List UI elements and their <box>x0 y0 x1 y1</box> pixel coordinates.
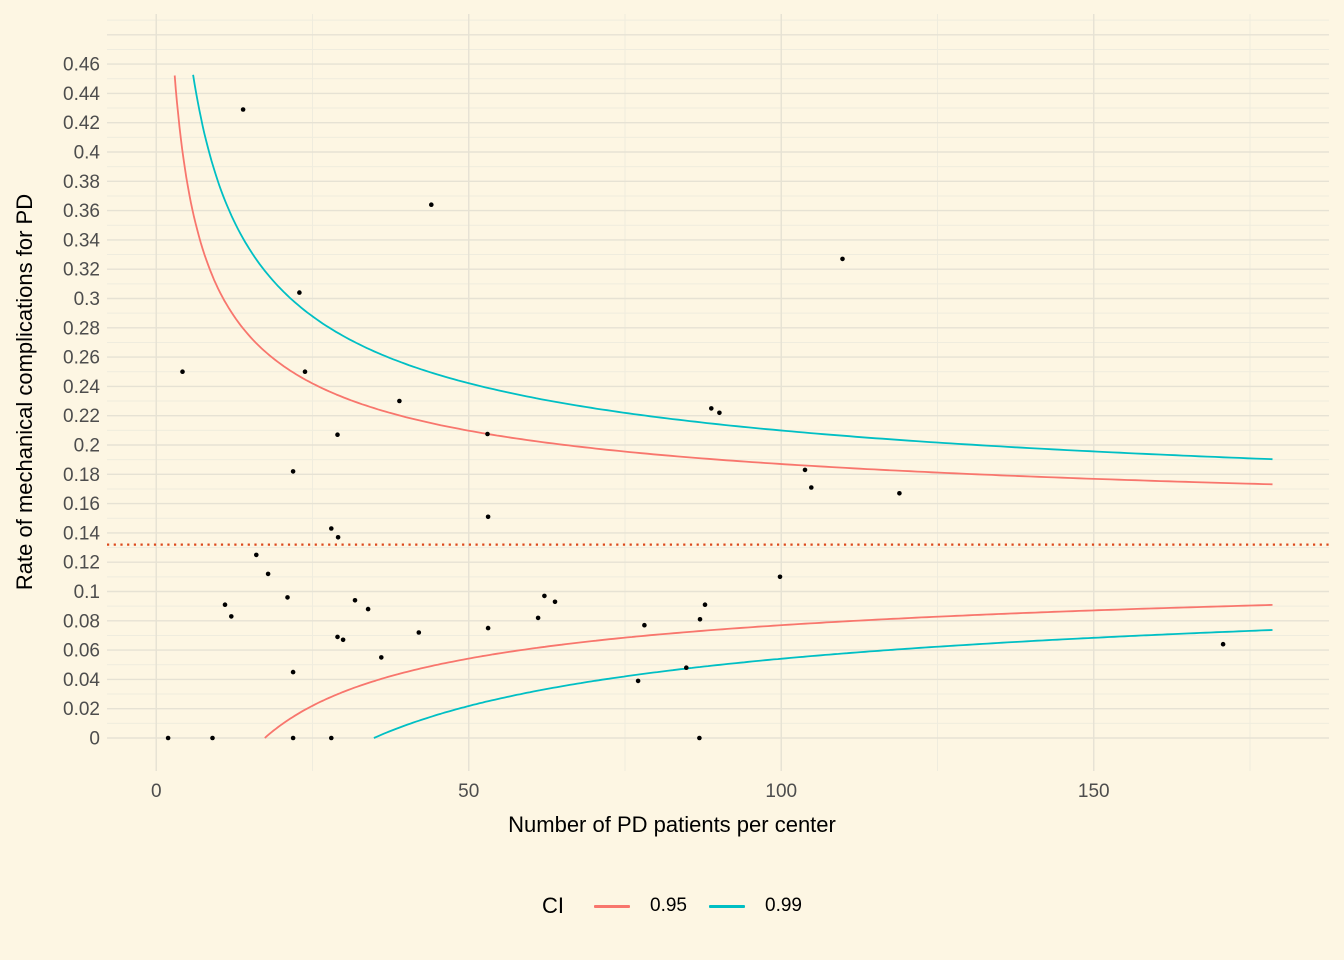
y-tick-label: 0.18 <box>63 465 100 486</box>
data-point <box>635 678 641 684</box>
data-points <box>165 107 1226 741</box>
y-tick-label: 0.1 <box>74 582 100 603</box>
ci-curve-0.95 <box>173 75 1273 739</box>
x-tick-labels: 0 50 100 150 <box>151 781 1110 802</box>
data-point <box>335 634 340 640</box>
y-tick-label: 0.12 <box>63 553 100 574</box>
data-point <box>697 617 703 622</box>
y-axis-title: Rate of mechanical complications for PD <box>12 193 37 591</box>
data-point <box>222 602 228 607</box>
data-point <box>302 369 308 375</box>
data-point <box>416 630 422 635</box>
y-tick-labels: 0 0.02 0.04 0.06 0.08 0.1 0.12 0.14 0.16 0.18 0.2 0… <box>63 55 100 750</box>
ci-0.95-upper-limit <box>173 75 1273 486</box>
y-tick-label: 0.16 <box>63 494 100 515</box>
x-tick-label: 100 <box>765 781 797 802</box>
data-point <box>777 574 783 580</box>
ci-curve-0.99 <box>192 74 1273 739</box>
data-point <box>329 526 334 531</box>
y-tick-label: 0.32 <box>63 260 100 281</box>
y-tick-label: 0.38 <box>63 172 100 193</box>
data-point <box>240 107 246 112</box>
y-tick-label: 0.22 <box>63 406 100 427</box>
y-tick-label: 0.06 <box>63 641 100 662</box>
data-point <box>485 514 491 520</box>
x-tick-label: 0 <box>151 781 162 802</box>
y-tick-label: 0.26 <box>63 348 100 369</box>
data-point <box>210 735 215 741</box>
data-point <box>429 202 434 207</box>
data-point <box>717 410 722 416</box>
data-point <box>642 622 647 628</box>
data-point <box>285 595 290 600</box>
y-tick-label: 0.28 <box>63 318 100 339</box>
data-point <box>702 602 708 607</box>
data-point <box>802 467 808 473</box>
data-point <box>840 256 845 262</box>
data-point <box>297 290 302 295</box>
y-tick-label: 0.08 <box>63 611 100 632</box>
y-tick-label: 0.34 <box>63 230 100 251</box>
data-point <box>397 398 402 404</box>
ci-0.95-lower-limit <box>264 604 1273 739</box>
data-point <box>1220 641 1226 647</box>
x-tick-label: 150 <box>1078 781 1110 802</box>
data-point <box>552 599 558 605</box>
x-tick-label: 50 <box>458 781 479 802</box>
data-point <box>365 606 371 612</box>
data-point <box>697 735 702 741</box>
data-point <box>329 735 334 741</box>
data-point <box>290 669 296 675</box>
y-tick-label: 0.44 <box>63 84 100 105</box>
data-point <box>340 637 346 643</box>
y-tick-label: 0.46 <box>63 55 100 76</box>
data-point <box>542 593 547 599</box>
ci-0.99-lower-limit <box>373 629 1273 739</box>
data-point <box>897 491 902 496</box>
data-point <box>535 615 541 621</box>
data-point <box>809 485 814 490</box>
y-tick-label: 0.24 <box>63 377 100 398</box>
y-tick-label: 0.4 <box>74 143 101 164</box>
ci-99-line-swatch <box>709 904 745 908</box>
legend-label-ci-95: 0.95 <box>650 895 687 916</box>
data-point <box>265 571 271 577</box>
data-point <box>335 432 340 438</box>
y-tick-label: 0 <box>89 728 100 749</box>
legend-item-ci-95: 0.95 <box>594 895 687 917</box>
ci-legend: CI 0.95 0.99 <box>0 893 1344 919</box>
ci-95-line-swatch <box>594 904 631 908</box>
data-point <box>335 535 341 540</box>
legend-label-ci-99: 0.99 <box>765 895 802 916</box>
data-point <box>229 614 234 619</box>
data-point <box>485 625 491 631</box>
y-tick-label: 0.14 <box>63 523 100 544</box>
data-point <box>165 735 171 741</box>
y-tick-label: 0.36 <box>63 201 100 222</box>
y-tick-label: 0.3 <box>74 289 100 310</box>
data-point <box>379 655 384 660</box>
legend-title: CI <box>542 893 565 918</box>
data-point <box>180 369 185 375</box>
data-point <box>485 431 490 437</box>
data-point <box>253 552 259 558</box>
y-tick-label: 0.04 <box>63 670 100 691</box>
y-tick-label: 0.02 <box>63 699 100 720</box>
y-tick-label: 0.2 <box>74 435 100 456</box>
data-point <box>290 735 296 741</box>
y-tick-label: 0.42 <box>63 113 100 134</box>
data-point <box>290 469 296 474</box>
data-point <box>684 665 689 670</box>
data-point <box>709 406 714 411</box>
x-axis-title: Number of PD patients per center <box>508 812 836 837</box>
ci-0.99-upper-limit <box>192 74 1273 461</box>
major-gridlines <box>107 14 1329 771</box>
legend-item-ci-99: 0.99 <box>709 895 802 917</box>
data-point <box>352 598 358 603</box>
